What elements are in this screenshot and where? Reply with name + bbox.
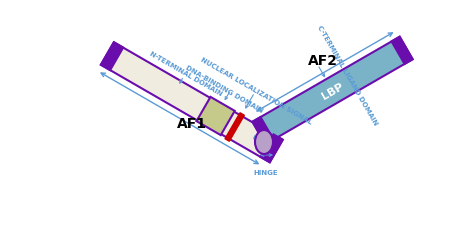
- Polygon shape: [101, 43, 283, 162]
- Text: DNA-BINDING DOMAIN: DNA-BINDING DOMAIN: [185, 64, 264, 113]
- Text: AF2: AF2: [308, 53, 337, 67]
- Text: HINGE: HINGE: [254, 169, 278, 175]
- Polygon shape: [260, 135, 283, 162]
- Text: N-TERMINAL DOMAIN: N-TERMINAL DOMAIN: [148, 51, 223, 97]
- Polygon shape: [225, 113, 244, 142]
- Polygon shape: [253, 117, 273, 145]
- Ellipse shape: [255, 130, 273, 154]
- Text: C-TERMINAL LIGAND DOMAIN: C-TERMINAL LIGAND DOMAIN: [316, 25, 379, 126]
- Polygon shape: [253, 38, 413, 145]
- Polygon shape: [101, 43, 123, 71]
- Polygon shape: [392, 38, 413, 65]
- Polygon shape: [197, 97, 235, 135]
- Text: NUCLEAR LOCALIZATION SIGNAL: NUCLEAR LOCALIZATION SIGNAL: [199, 56, 312, 125]
- Text: AF1: AF1: [177, 117, 207, 131]
- Text: LBP: LBP: [320, 81, 345, 101]
